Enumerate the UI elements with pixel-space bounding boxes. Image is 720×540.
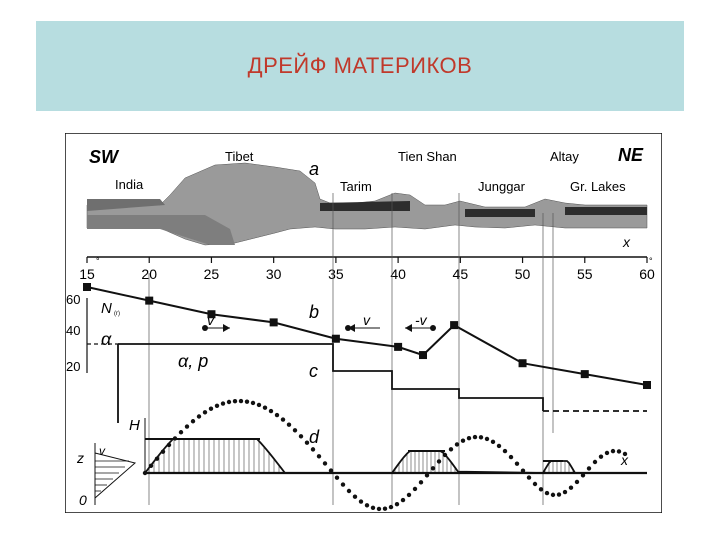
x-label-top: x xyxy=(622,234,631,250)
tarim-layer xyxy=(320,201,410,211)
region-india: India xyxy=(115,177,144,192)
region-tarim: Tarim xyxy=(340,179,372,194)
velocity-profile: z v 0 xyxy=(76,443,137,508)
v-label-2: v xyxy=(363,312,371,328)
step-line xyxy=(118,343,544,411)
junggar-layer xyxy=(465,209,535,217)
hatched-region xyxy=(148,439,574,473)
grlakes-layer xyxy=(565,207,647,215)
x-tick-label: 40 xyxy=(390,266,406,282)
z-label: z xyxy=(76,450,84,466)
panel-b-label: b xyxy=(309,302,319,322)
zero-label: 0 xyxy=(79,492,87,508)
x-tick-label: 60 xyxy=(639,266,655,282)
figure-panel: SW NE Tibet Tien Shan Altay India Tarim … xyxy=(64,132,663,514)
v-arrow-2: v xyxy=(345,312,380,332)
n-tick-20: 20 xyxy=(66,359,80,374)
slide-title: ДРЕЙФ МАТЕРИКОВ xyxy=(247,53,473,78)
x-tick-label: 35 xyxy=(328,266,344,282)
panel-d-label: d xyxy=(309,427,320,447)
data-point xyxy=(643,381,651,389)
region-altay: Altay xyxy=(550,149,579,164)
data-point xyxy=(518,359,527,368)
x-tick-label: 25 xyxy=(204,266,220,282)
n-series-points xyxy=(83,283,651,389)
region-tien-shan: Tien Shan xyxy=(398,149,457,164)
region-junggar: Junggar xyxy=(478,179,526,194)
v-label-1: v xyxy=(207,312,215,328)
x-tick-label: 15 xyxy=(79,266,95,282)
n-tick-40: 40 xyxy=(66,323,80,338)
cross-section xyxy=(86,162,648,246)
x-tick-label: 45 xyxy=(453,266,469,282)
data-point xyxy=(394,342,403,351)
figure-svg: SW NE Tibet Tien Shan Altay India Tarim … xyxy=(64,132,663,514)
india-layer xyxy=(87,199,165,211)
n-sub-label: (r) xyxy=(114,311,120,317)
dotted-wave xyxy=(142,398,628,512)
n-tick-60: 60 xyxy=(66,292,80,307)
data-point xyxy=(83,283,91,291)
data-point xyxy=(419,351,427,360)
x-tick-label: 30 xyxy=(266,266,282,282)
data-point xyxy=(207,310,216,319)
data-point xyxy=(269,318,278,327)
panel-a-label: a xyxy=(309,159,319,179)
v-neg-label: -v xyxy=(415,312,428,328)
degree-mark-right: ° xyxy=(649,256,653,266)
ne-label: NE xyxy=(618,145,644,165)
alpha-p-label: α, p xyxy=(178,351,208,371)
v-arrow-1: v xyxy=(202,312,230,332)
title-banner: ДРЕЙФ МАТЕРИКОВ xyxy=(36,21,684,111)
region-tibet: Tibet xyxy=(225,149,254,164)
india-plate xyxy=(87,215,235,245)
v-arrow-3: -v xyxy=(405,312,436,332)
panel-c-label: c xyxy=(309,361,318,381)
region-gr-lakes: Gr. Lakes xyxy=(570,179,626,194)
data-point xyxy=(450,321,459,330)
guide-lines xyxy=(148,193,554,505)
data-point xyxy=(145,296,154,305)
n-label: N xyxy=(101,300,112,317)
sw-label: SW xyxy=(89,147,120,167)
x-label-bottom: x xyxy=(620,452,629,468)
topography-curve xyxy=(144,438,647,474)
x-tick-label: 50 xyxy=(515,266,531,282)
data-point xyxy=(580,370,589,379)
data-point xyxy=(331,334,340,343)
x-tick-label: 55 xyxy=(577,266,593,282)
alpha-label: α xyxy=(101,329,112,349)
v-profile-label: v xyxy=(99,444,106,458)
x-axis-ticks: 15 20 25 30 35 40 45 50 55 60 xyxy=(79,257,655,282)
degree-mark-left: ° xyxy=(96,256,100,266)
h-label: H xyxy=(129,417,140,434)
